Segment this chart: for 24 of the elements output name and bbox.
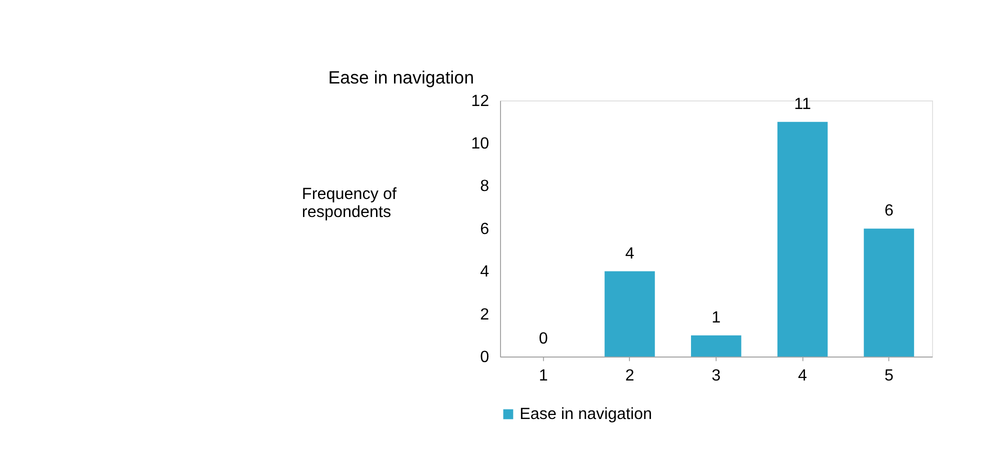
data-label: 0 (538, 330, 548, 348)
x-tick-label: 5 (884, 366, 894, 385)
y-tick-label: 12 (471, 92, 490, 110)
y-tick-label: 10 (471, 134, 490, 152)
bar (691, 335, 742, 357)
y-tick-label: 6 (480, 220, 490, 238)
x-tick-label: 1 (538, 366, 548, 385)
x-tick-label: 4 (798, 366, 808, 385)
data-label: 4 (625, 244, 634, 262)
data-label: 6 (884, 202, 894, 220)
bar (777, 122, 828, 357)
y-tick-label: 4 (480, 262, 490, 281)
y-tick-label: 0 (480, 348, 490, 366)
y-tick-label: 8 (480, 177, 490, 196)
data-label: 11 (794, 94, 811, 113)
x-tick-label: 2 (625, 366, 634, 385)
legend-label: Ease in navigation (520, 405, 652, 424)
data-label: 1 (712, 308, 721, 326)
x-tick-label: 3 (712, 366, 721, 385)
bar (604, 271, 655, 357)
y-tick-label: 2 (480, 305, 490, 324)
bar (864, 228, 914, 357)
y-axis-title: Frequency of respondents (302, 185, 398, 221)
chart-title: Ease in navigation (328, 68, 474, 88)
